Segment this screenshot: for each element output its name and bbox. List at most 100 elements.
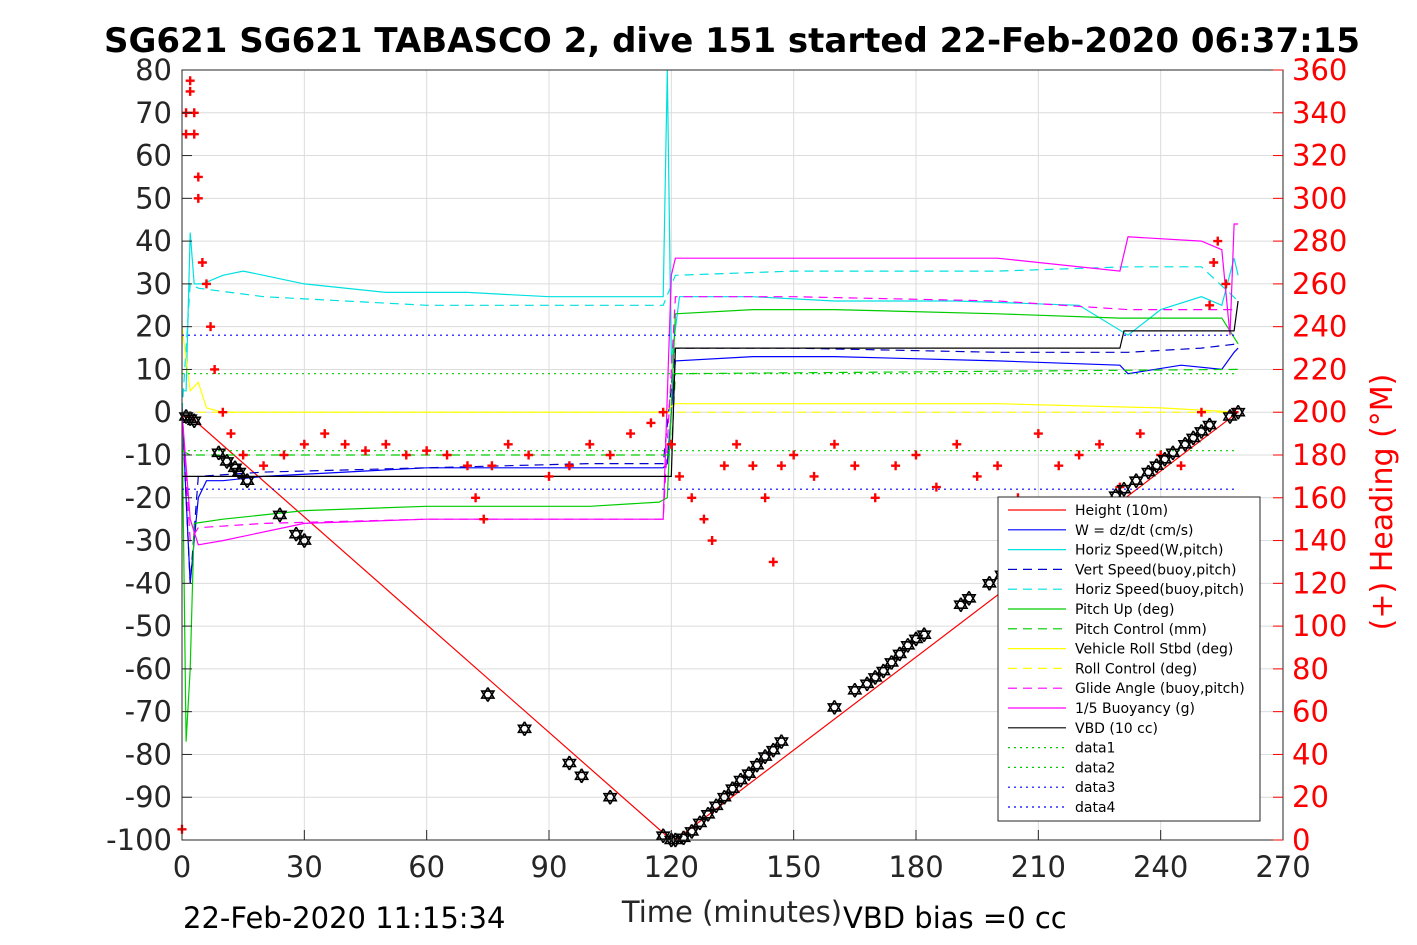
y-tick-label: 10 (135, 352, 172, 386)
x-tick-label: 210 (1011, 850, 1066, 884)
heading-marker (320, 429, 330, 439)
y-tick-label: -90 (125, 780, 172, 814)
y-tick-label: -30 (125, 524, 172, 558)
heading-marker (719, 461, 729, 471)
y2-tick-label: 140 (1292, 524, 1347, 558)
y-tick-label: 60 (135, 139, 172, 173)
legend-label-1: W = dz/dt (cm/s) (1075, 523, 1194, 539)
heading-marker (279, 450, 289, 460)
point-marker (859, 679, 875, 692)
point-marker (708, 801, 724, 814)
y2-tick-label: 280 (1292, 224, 1347, 258)
point-marker (517, 724, 533, 737)
point-marker (1185, 430, 1201, 443)
heading-marker (1074, 450, 1084, 460)
point-marker (1185, 433, 1201, 446)
point-marker (859, 676, 875, 689)
heading-marker (442, 450, 452, 460)
point-marker (655, 828, 671, 841)
point-marker (239, 476, 255, 489)
point-marker (186, 416, 202, 429)
point-marker (981, 575, 997, 588)
point-marker (847, 682, 863, 695)
point-marker (602, 789, 618, 802)
y-axis-left: 80 70 60 50 40 30 20 10 0 -10 -20 -30 -40 -50 -60 -70 -8… (106, 53, 192, 857)
point-marker (231, 464, 247, 477)
point-marker (219, 457, 235, 469)
point-marker (961, 590, 977, 603)
legend-label-0: Height (10m) (1075, 503, 1168, 519)
y2-tick-label: 20 (1292, 780, 1329, 814)
y-axis-right-label: (+) Heading (°M) (1365, 374, 1400, 631)
x-tick-label: 180 (888, 850, 943, 884)
heading-marker (776, 461, 786, 471)
heading-marker (972, 471, 982, 481)
heading-marker (471, 493, 481, 503)
point-markers (178, 404, 1246, 848)
y-axis-right: 3603403203002802602402202001801601401201… (1273, 53, 1347, 857)
legend-label-5: Pitch Up (deg) (1075, 602, 1174, 618)
point-marker (211, 448, 227, 461)
legend-label-3: Vert Speed(buoy,pitch) (1075, 562, 1237, 578)
point-marker (272, 510, 288, 523)
legend-box (997, 496, 1261, 822)
point-marker (186, 413, 202, 426)
y2-tick-label: 260 (1292, 267, 1347, 301)
point-marker (1202, 420, 1218, 433)
point-marker (765, 745, 781, 758)
point-marker (725, 784, 740, 797)
point-marker (867, 673, 883, 685)
legend-label-8: Roll Control (deg) (1075, 661, 1197, 677)
legend-label-14: data3 (1075, 780, 1115, 796)
heading-marker (544, 471, 554, 481)
heading-marker (585, 439, 595, 449)
y-tick-label: 50 (135, 181, 172, 215)
series-line-1 (181, 347, 1239, 584)
heading-marker (666, 439, 676, 449)
heading-marker (197, 258, 207, 267)
point-marker (1177, 436, 1193, 449)
point-marker (1222, 412, 1238, 424)
point-marker (953, 597, 969, 610)
heading-marker (206, 322, 216, 332)
y2-tick-label: 360 (1292, 53, 1347, 87)
footer-vbd-bias: VBD bias =0 cc (843, 901, 1067, 935)
point-marker (716, 789, 732, 802)
point-marker (875, 663, 891, 676)
x-tick-label: 270 (1255, 850, 1310, 884)
point-marker (182, 414, 198, 427)
y2-tick-label: 0 (1292, 823, 1310, 857)
point-marker (708, 798, 724, 811)
point-marker (692, 818, 708, 831)
point-marker (773, 734, 789, 746)
point-marker (1149, 458, 1165, 470)
heading-marker (361, 446, 370, 456)
y2-tick-label: 120 (1292, 566, 1347, 600)
heading-marker (1221, 279, 1231, 289)
x-tick-label: 60 (408, 850, 445, 884)
heading-marker (931, 482, 941, 492)
legend: Height (10m) W = dz/dt (cm/s) Horiz Speed(… (997, 496, 1261, 822)
heading-marker (1176, 461, 1186, 471)
point-marker (716, 792, 732, 805)
y-tick-label: -70 (125, 695, 172, 729)
heading-marker (201, 279, 211, 289)
heading-marker (674, 471, 684, 481)
series-line-5 (181, 309, 1239, 742)
heading-marker (193, 172, 203, 182)
x-tick-label: 120 (644, 850, 699, 884)
heading-marker (524, 450, 534, 460)
heading-marker (829, 439, 839, 449)
heading-marker (760, 493, 770, 503)
legend-label-7: Vehicle Roll Stbd (deg) (1075, 642, 1233, 658)
heading-marker (1095, 439, 1104, 449)
heading-marker (870, 493, 880, 503)
heading-marker (605, 450, 615, 460)
heading-marker (226, 429, 236, 439)
point-marker (908, 634, 924, 647)
y-tick-label: -20 (125, 481, 172, 515)
point-marker (296, 533, 312, 545)
series-line-4 (181, 266, 1239, 413)
y2-tick-label: 40 (1292, 737, 1329, 771)
